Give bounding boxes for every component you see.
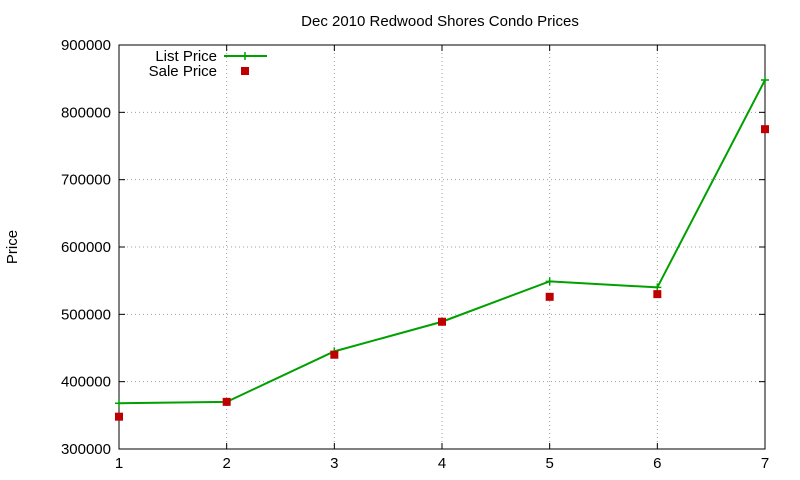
sale-price-point bbox=[115, 412, 123, 421]
x-tick-label: 5 bbox=[545, 455, 553, 472]
list-price-point bbox=[115, 399, 123, 408]
y-tick-label: 600000 bbox=[61, 239, 111, 256]
y-tick-label: 400000 bbox=[61, 374, 111, 391]
x-tick-label: 7 bbox=[761, 455, 769, 472]
chart-title: Dec 2010 Redwood Shores Condo Prices bbox=[301, 13, 579, 30]
sale-price-point bbox=[545, 292, 554, 301]
legend-label-sale-price: Sale Price bbox=[149, 63, 217, 80]
series-layer bbox=[115, 76, 769, 421]
list-price-point bbox=[545, 277, 554, 286]
x-tick-label: 6 bbox=[653, 455, 661, 472]
axis-ticks: 300000 400000 500000 600000 700000 800000 9000… bbox=[61, 37, 769, 472]
y-tick-label: 700000 bbox=[61, 172, 111, 189]
sale-price-point bbox=[438, 317, 446, 326]
x-tick-label: 1 bbox=[115, 455, 123, 472]
list-price-point bbox=[761, 76, 769, 85]
legend-marker-list-price bbox=[241, 52, 249, 60]
sale-price-point bbox=[330, 350, 339, 359]
y-tick-label: 500000 bbox=[61, 306, 111, 323]
sale-price-point bbox=[653, 290, 662, 299]
plot-frame bbox=[118, 44, 766, 450]
y-tick-label: 300000 bbox=[61, 441, 111, 458]
sale-price-point bbox=[222, 397, 231, 406]
x-tick-label: 4 bbox=[438, 455, 446, 472]
x-tick-label: 3 bbox=[330, 455, 338, 472]
grid-lines bbox=[119, 45, 765, 449]
legend-marker-sale-price bbox=[241, 67, 249, 75]
y-tick-label: 800000 bbox=[61, 104, 111, 121]
legend-label-list-price: List Price bbox=[155, 48, 217, 65]
y-axis-label: Price bbox=[4, 230, 21, 264]
x-tick-label: 2 bbox=[222, 455, 230, 472]
list-price-point bbox=[653, 283, 662, 292]
sale-price-point bbox=[761, 125, 769, 134]
y-tick-label: 900000 bbox=[61, 37, 111, 54]
